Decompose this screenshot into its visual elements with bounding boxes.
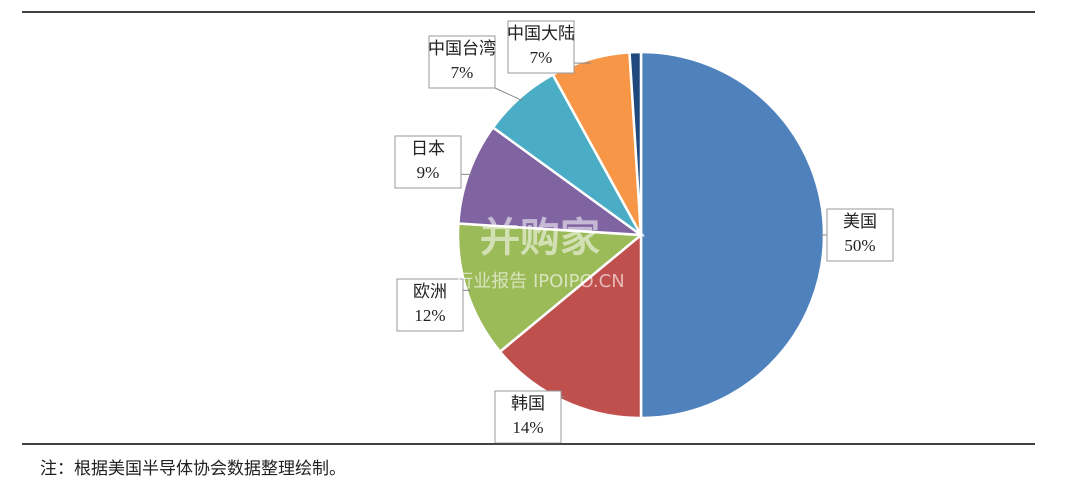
note: 注：根据美国半导体协会数据整理绘制。 (40, 459, 346, 478)
category-label: 欧洲 (413, 282, 447, 301)
watermark: 行业报告 IPOIPO.CN (455, 271, 624, 292)
value-label: 9% (417, 163, 440, 182)
value-label: 12% (414, 306, 445, 325)
label-box (826, 208, 894, 262)
value-label: 7% (530, 48, 553, 67)
label-box (507, 20, 575, 74)
category-label: 日本 (411, 139, 445, 158)
leader-line (494, 87, 523, 102)
category-label: 美国 (843, 212, 877, 231)
category-label: 中国台湾 (428, 39, 496, 58)
category-label: 韩国 (511, 394, 545, 413)
label-box (494, 390, 562, 444)
value-label: 14% (512, 418, 543, 437)
label-box (396, 278, 464, 332)
category-label: 中国大陆 (507, 24, 575, 43)
pie-slice (457, 125, 646, 237)
value-label: 50% (844, 236, 875, 255)
pie-slice (628, 50, 643, 236)
watermark: 并购家 (480, 215, 600, 261)
label-box (428, 35, 496, 89)
pie-slice (639, 50, 826, 420)
pie-slice (456, 222, 645, 354)
label-box (394, 135, 462, 189)
value-label: 7% (451, 63, 474, 82)
pie-slice (498, 232, 643, 420)
